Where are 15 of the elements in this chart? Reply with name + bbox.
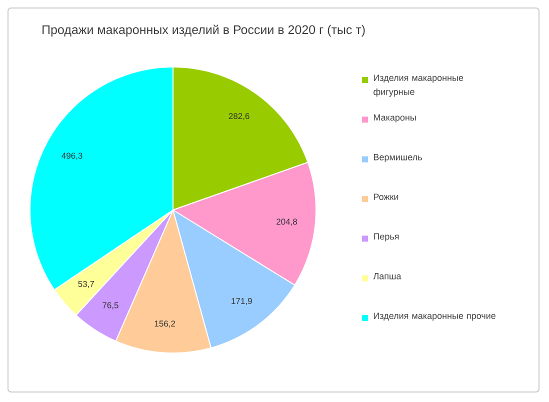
data-label: 53,7: [78, 280, 94, 288]
data-label: 282,6: [228, 113, 250, 120]
legend-label: Вермишель: [374, 154, 422, 162]
data-label: 76,5: [102, 302, 118, 310]
data-label: 204,8: [276, 218, 298, 226]
chart-title: Продажи макаронных изделий в России в 2020 г (тыс т): [42, 24, 365, 37]
legend-label: Изделия макаронные фигурные: [374, 74, 464, 97]
data-label: 496,3: [62, 152, 82, 160]
legend-label: Рожки: [374, 194, 398, 200]
data-label: 171,9: [232, 298, 252, 306]
data-label: 156,2: [154, 320, 176, 328]
legend-label: Макароны: [374, 114, 416, 122]
legend-label: Изделия макаронные прочие: [374, 312, 496, 321]
legend-label: Перья: [374, 233, 399, 242]
legend-label: Лапша: [373, 273, 402, 280]
